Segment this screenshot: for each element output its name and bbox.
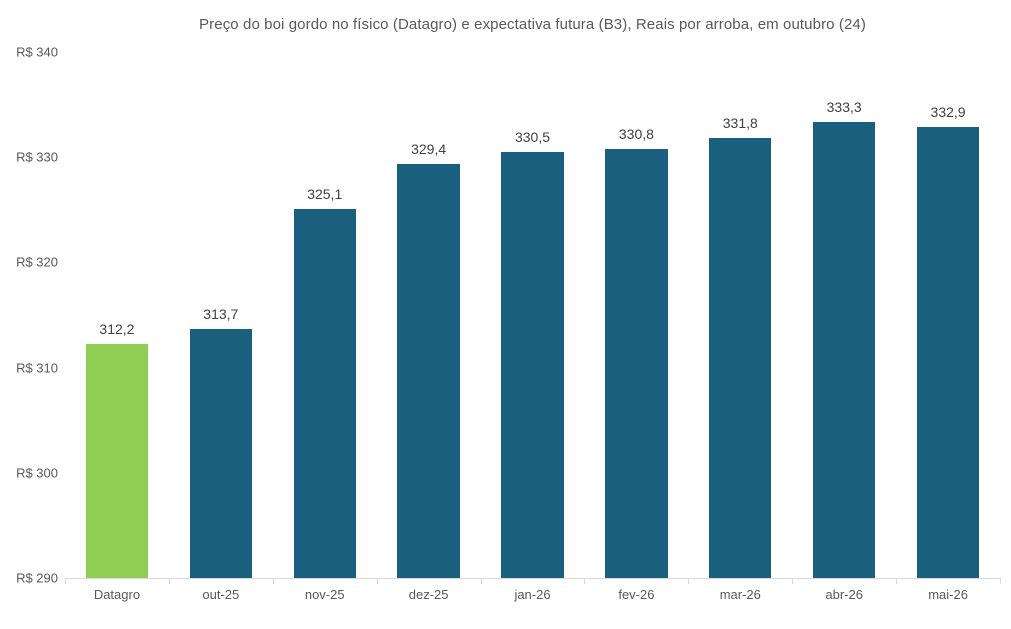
bar-value-label: 329,4 <box>411 140 447 157</box>
bar-abr-26: 333,3 <box>813 99 876 578</box>
y-axis-tick-label: R$ 310 <box>16 360 58 376</box>
x-axis-tick <box>688 578 690 584</box>
x-axis-tick <box>480 578 482 584</box>
x-axis-labels: Datagro out-25 nov-25 dez-25 jan-26 fev-26 mar… <box>65 587 1000 602</box>
x-axis-tick <box>376 578 378 584</box>
x-axis-tick <box>792 578 794 584</box>
bar-value-label: 313,7 <box>203 305 239 322</box>
bar-nov-25: 325,1 <box>293 186 356 578</box>
x-axis-label-jan-26: jan-26 <box>514 587 551 602</box>
chart-title: Preço do boi gordo no físico (Datagro) e… <box>199 16 866 33</box>
y-axis-tick-label: R$ 330 <box>16 149 58 165</box>
x-axis-tick <box>1000 578 1001 584</box>
bar-value-label: 330,8 <box>618 125 654 142</box>
x-axis-label-mai-26: mai-26 <box>928 587 968 602</box>
bar-column-nov-25: 325,1 <box>273 52 377 578</box>
bar-column-datagro: 312,2 <box>65 52 169 578</box>
x-axis-label-datagro: Datagro <box>93 587 141 602</box>
x-axis-tick <box>272 578 274 584</box>
bar-out-25: 313,7 <box>189 306 252 578</box>
bar-mai-26: 332,9 <box>916 104 980 578</box>
x-axis-line <box>65 578 1000 579</box>
y-axis-tick-label: R$ 340 <box>16 44 58 60</box>
x-axis-label-out-25: out-25 <box>202 587 240 602</box>
y-axis-tick-label: R$ 320 <box>16 254 58 270</box>
x-axis-label-dez-25: dez-25 <box>408 587 449 602</box>
x-axis-tick <box>584 578 586 584</box>
bar-column-abr-26: 333,3 <box>792 52 896 578</box>
x-axis-tick <box>168 578 170 584</box>
bar-value-label: 333,3 <box>826 99 862 116</box>
plot-area: R$ 290 R$ 300 R$ 310 R$ 320 R$ 330 R$ 340 312… <box>16 45 1001 602</box>
bar-column-out-25: 313,7 <box>169 52 273 578</box>
x-axis-tick <box>65 578 66 584</box>
bar-jan-26: 330,5 <box>501 129 564 578</box>
bar-value-label: 330,5 <box>514 128 551 145</box>
y-axis-tick-label: R$ 300 <box>16 465 58 481</box>
bar-value-label: 331,8 <box>722 115 758 132</box>
bar-datagro: 312,2 <box>85 321 149 578</box>
bar-column-fev-26: 330,8 <box>584 52 688 578</box>
x-axis-label-fev-26: fev-26 <box>618 587 655 602</box>
bar-mar-26: 331,8 <box>709 115 772 578</box>
x-axis-label-nov-25: nov-25 <box>304 587 345 602</box>
y-axis-tick-label: R$ 290 <box>16 570 58 586</box>
bar-dez-25: 329,4 <box>397 141 460 578</box>
x-axis-tick <box>896 578 898 584</box>
bar-fev-26: 330,8 <box>605 126 668 578</box>
x-axis-label-mar-26: mar-26 <box>719 587 761 602</box>
bar-column-mar-26: 331,8 <box>688 52 792 578</box>
bar-column-jan-26: 330,5 <box>481 52 585 578</box>
bar-column-mai-26: 332,9 <box>896 52 1000 578</box>
bars-container: 312,2 313,7 325,1 329,4 330,5 330,8 331,8 333,3… <box>65 52 1000 578</box>
bar-value-label: 312,2 <box>99 321 135 338</box>
bar-value-label: 332,9 <box>930 103 966 120</box>
bar-column-dez-25: 329,4 <box>377 52 481 578</box>
x-axis-label-abr-26: abr-26 <box>825 587 863 602</box>
bar-value-label: 325,1 <box>307 185 343 202</box>
